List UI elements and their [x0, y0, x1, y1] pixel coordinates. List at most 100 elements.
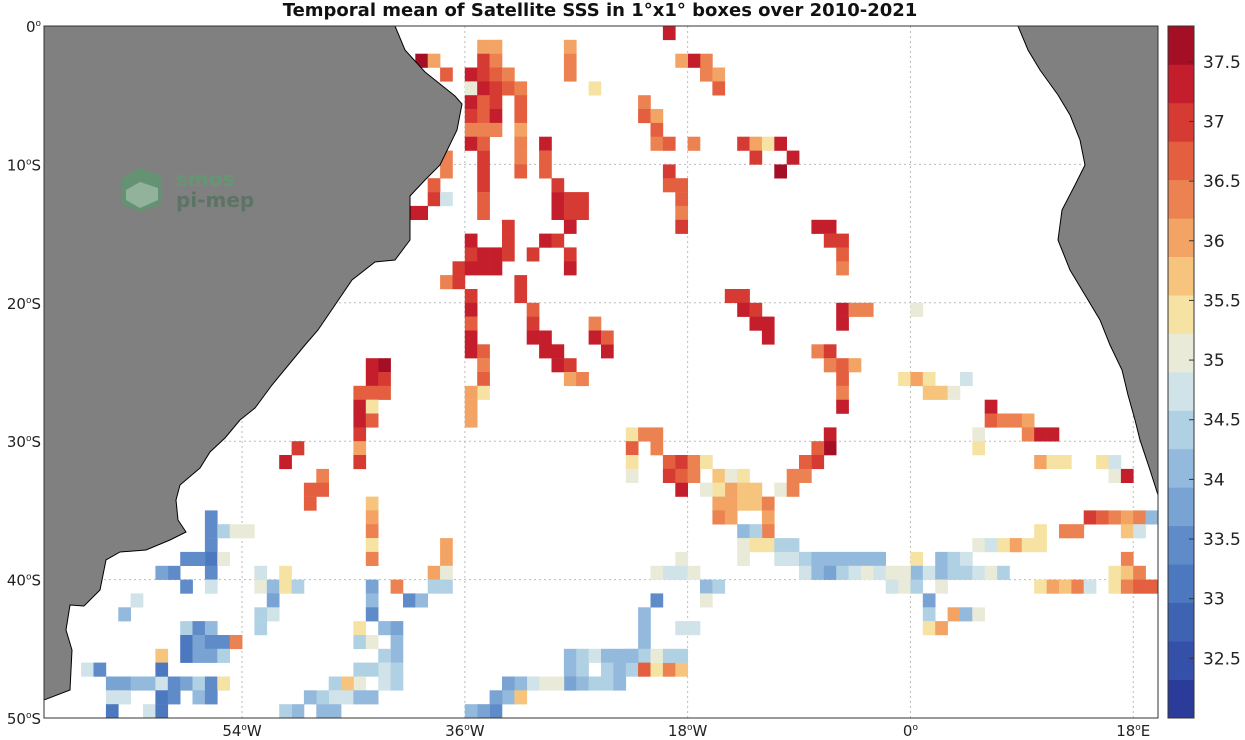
sss-cell	[563, 39, 577, 54]
sss-cell	[799, 565, 812, 580]
logo-text-smos: smos	[176, 167, 234, 191]
sss-cell	[464, 122, 478, 137]
sss-cell	[1108, 579, 1122, 594]
sss-cell	[613, 648, 627, 663]
sss-cell	[489, 95, 503, 110]
sss-cell	[204, 538, 218, 553]
x-axis-ticks: 54oW 36oW 18oW 0o 18oE	[222, 722, 1150, 740]
sss-cell	[650, 662, 664, 677]
sss-cell	[700, 67, 713, 82]
sss-cell	[192, 621, 206, 636]
sss-cell	[489, 704, 503, 718]
sss-cell	[848, 302, 862, 317]
sss-cell	[464, 247, 478, 262]
sss-cell	[477, 247, 490, 262]
sss-cell	[192, 648, 206, 663]
sss-cell	[749, 538, 763, 553]
sss-cell	[291, 579, 305, 594]
sss-cell	[563, 53, 577, 68]
sss-cell	[279, 565, 292, 580]
sss-cell	[464, 81, 478, 96]
sss-cell	[836, 385, 849, 400]
sss-cell	[464, 413, 478, 428]
sss-cell	[204, 621, 218, 636]
sss-cell	[464, 302, 478, 317]
sss-cell	[910, 302, 924, 317]
sss-cell	[464, 95, 478, 110]
sss-cell	[662, 468, 676, 483]
sss-cell	[1009, 538, 1023, 553]
sss-cell	[1145, 579, 1158, 594]
sss-cell	[576, 676, 589, 691]
sss-cell	[898, 565, 911, 580]
sss-cell	[563, 247, 577, 262]
sss-cell	[155, 690, 169, 705]
sss-cell	[464, 344, 478, 359]
sss-cell	[539, 676, 552, 691]
sss-cell	[1071, 579, 1085, 594]
sss-cell	[860, 551, 874, 566]
sss-cell	[378, 648, 391, 663]
sss-cell	[662, 26, 676, 41]
sss-cell	[687, 565, 701, 580]
colorbar-tick-label: 32.5	[1203, 649, 1241, 669]
sss-cell	[1083, 510, 1097, 525]
sss-cell	[799, 551, 812, 566]
sss-cell	[440, 192, 453, 207]
sss-cell	[130, 676, 144, 691]
sss-cell	[489, 67, 503, 82]
sss-cell	[427, 178, 441, 193]
sss-cell	[155, 565, 169, 580]
sss-cell	[526, 316, 540, 331]
sss-cell	[823, 441, 837, 456]
sss-cell	[601, 344, 614, 359]
sss-cell	[390, 648, 404, 663]
colorbar-segment	[1168, 141, 1194, 181]
sss-cell	[823, 427, 837, 442]
sss-cell	[155, 676, 169, 691]
sss-cell	[328, 690, 342, 705]
sss-cell	[836, 399, 849, 414]
sss-cell	[266, 579, 280, 594]
sss-cell	[972, 565, 985, 580]
sss-cell	[675, 482, 688, 497]
sss-cell	[353, 676, 367, 691]
sss-cell	[304, 718, 317, 732]
sss-cell	[873, 565, 886, 580]
sss-cell	[588, 316, 602, 331]
colorbar-segment	[1168, 487, 1194, 527]
sss-cell	[774, 482, 787, 497]
sss-cell	[749, 316, 763, 331]
sss-cell	[204, 524, 218, 539]
sss-cell	[675, 219, 688, 234]
sss-cell	[477, 122, 490, 137]
sss-cell	[984, 399, 998, 414]
sss-cell	[712, 67, 726, 82]
sss-cell	[860, 565, 874, 580]
sss-cell	[464, 261, 478, 276]
sss-cell	[811, 344, 825, 359]
sss-cell	[563, 261, 577, 276]
sss-cell	[514, 109, 528, 124]
sss-cell	[378, 385, 391, 400]
sss-cell	[502, 81, 515, 96]
sss-cell	[761, 524, 775, 539]
x-tick-label: 18oW	[668, 722, 708, 740]
sss-cell	[873, 551, 886, 566]
sss-cell	[947, 551, 961, 566]
sss-cell	[588, 648, 602, 663]
sss-cell	[737, 496, 750, 511]
sss-cell	[316, 482, 329, 497]
sss-cell	[675, 178, 688, 193]
sss-cell	[1009, 413, 1023, 428]
sss-cell	[650, 593, 664, 608]
sss-cell	[675, 621, 688, 636]
sss-cell	[1120, 565, 1134, 580]
sss-cell	[105, 690, 119, 705]
logo-text-pimep: pi-mep	[176, 188, 254, 212]
sss-cell	[935, 621, 948, 636]
sss-cell	[118, 607, 131, 622]
map-frame	[43, 25, 1159, 719]
sss-cell	[477, 358, 490, 373]
